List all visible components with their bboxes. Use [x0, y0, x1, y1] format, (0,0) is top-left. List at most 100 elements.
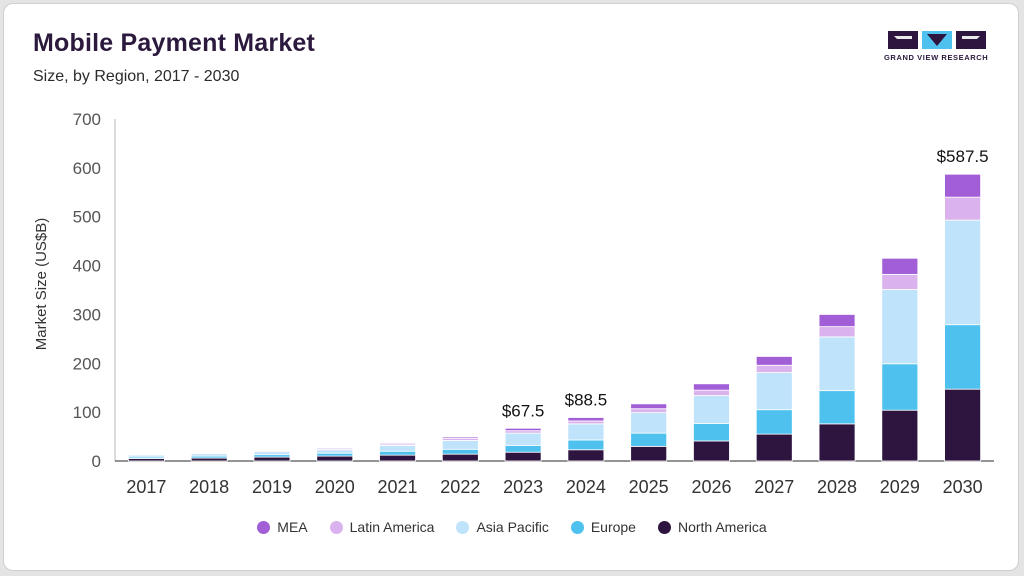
x-tick-label: 2029	[880, 477, 920, 497]
x-tick-label: 2024	[566, 477, 606, 497]
legend-label: North America	[677, 519, 767, 535]
chart-title: Mobile Payment Market	[33, 29, 316, 57]
legend-item: Europe	[570, 519, 636, 535]
bar-segment-latin-america	[693, 389, 730, 396]
x-tick-label: 2020	[315, 477, 355, 497]
x-tick-label: 2022	[440, 477, 480, 497]
bar-segment-mea	[944, 173, 982, 198]
bar-segment-north-america	[567, 449, 605, 462]
bar-segment-north-america	[755, 433, 793, 462]
legend-item: Latin America	[329, 519, 435, 535]
bar-segment-europe	[881, 363, 919, 411]
x-tick-label: 2030	[943, 477, 983, 497]
x-tick-label: 2025	[629, 477, 669, 497]
bar-segment-mea	[755, 356, 793, 366]
bar-segment-mea	[818, 314, 856, 328]
bar-segment-north-america	[504, 451, 542, 462]
y-tick-label: 200	[73, 354, 101, 373]
legend-swatch	[456, 520, 470, 534]
bar-segment-north-america	[379, 454, 416, 462]
bar-segment-north-america	[253, 456, 291, 462]
bar-segment-mea	[379, 442, 416, 445]
y-tick-label: 700	[73, 110, 101, 129]
bar-segment-europe	[441, 448, 479, 455]
x-tick-label: 2023	[503, 477, 543, 497]
bar-segment-north-america	[316, 455, 354, 462]
legend-swatch	[257, 520, 271, 534]
x-tick-label: 2026	[691, 477, 731, 497]
bar-segment-north-america	[818, 423, 856, 462]
bar-segment-asia-pacific	[316, 449, 354, 454]
legend: MEA Latin America Asia Pacific Europe North …	[4, 519, 1018, 535]
y-axis-label: Market Size (US$B)	[33, 218, 50, 351]
bar-segment-asia-pacific	[630, 412, 668, 434]
bar-segment-europe	[755, 409, 793, 435]
bar-segment-latin-america	[755, 364, 793, 373]
y-tick-label: 500	[73, 208, 101, 227]
legend-item: Asia Pacific	[456, 519, 549, 535]
logo-text: GRAND VIEW RESEARCH	[884, 53, 989, 62]
bar-segment-north-america	[190, 457, 228, 462]
bar-segment-asia-pacific	[379, 444, 416, 452]
legend-label: MEA	[277, 519, 308, 535]
x-tick-label: 2017	[126, 477, 166, 497]
bar-segment-europe	[316, 452, 354, 457]
bar-segment-mea	[630, 403, 668, 410]
bar-segment-asia-pacific	[944, 219, 982, 326]
bar-segment-europe	[818, 390, 856, 425]
y-tick-label: 100	[73, 403, 101, 422]
legend-label: Latin America	[349, 519, 435, 535]
legend-label: Europe	[590, 519, 636, 535]
y-tick-label: 600	[73, 159, 101, 178]
bar-segment-mea	[881, 257, 919, 275]
bar-segment-mea	[441, 436, 479, 439]
bar-segment-asia-pacific	[441, 440, 479, 450]
x-tick-label: 2028	[817, 477, 857, 497]
bar-segment-asia-pacific	[567, 423, 605, 441]
y-tick-label: 0	[92, 452, 101, 471]
bar-segment-asia-pacific	[755, 372, 793, 411]
legend-label: Asia Pacific	[476, 519, 549, 535]
bar-segment-mea	[316, 447, 354, 450]
x-tick-label: 2027	[754, 477, 794, 497]
bar-segment-europe	[504, 444, 542, 453]
bar-segment-mea	[693, 383, 730, 391]
bar-segment-north-america	[441, 453, 479, 462]
stacked-bar-chart: 0 100 200 300 400 500 600 700 Market Size (US$B)…	[33, 110, 994, 497]
total-data-label: $88.5	[565, 391, 608, 410]
bar-segment-north-america	[630, 445, 668, 462]
bar-segment-europe	[630, 432, 668, 447]
y-tick-label: 300	[73, 305, 101, 324]
bar-segment-mea	[504, 427, 542, 432]
total-data-label: $67.5	[502, 401, 545, 420]
bar-segment-latin-america	[567, 420, 605, 425]
bar-segment-north-america	[881, 409, 919, 462]
bar-segment-europe	[693, 422, 730, 442]
bar-segment-latin-america	[818, 326, 856, 338]
bar-segment-europe	[379, 450, 416, 456]
bar-segment-north-america	[693, 440, 730, 462]
bar-segment-asia-pacific	[504, 432, 542, 446]
bar-segment-latin-america	[944, 196, 982, 221]
bar-segment-asia-pacific	[693, 395, 730, 424]
legend-swatch	[329, 520, 343, 534]
x-tick-label: 2021	[378, 477, 418, 497]
bar-segment-latin-america	[630, 408, 668, 414]
bar-segment-mea	[567, 417, 605, 422]
bar-segment-latin-america	[881, 273, 919, 290]
bar-segment-asia-pacific	[881, 289, 919, 365]
bar-segment-asia-pacific	[818, 336, 856, 392]
bar-segment-asia-pacific	[253, 451, 291, 456]
grand-view-research-logo	[888, 31, 986, 49]
legend-swatch	[570, 520, 584, 534]
legend-item: North America	[657, 519, 767, 535]
legend-item: MEA	[257, 519, 308, 535]
bar-segment-europe	[944, 324, 982, 390]
chart-subtitle: Size, by Region, 2017 - 2030	[33, 68, 240, 85]
legend-swatch	[657, 520, 671, 534]
bar-segment-north-america	[944, 388, 982, 462]
y-tick-label: 400	[73, 257, 101, 276]
x-tick-label: 2018	[189, 477, 229, 497]
chart-card: Mobile Payment Market Size, by Region, 2…	[3, 3, 1019, 571]
x-tick-label: 2019	[252, 477, 292, 497]
